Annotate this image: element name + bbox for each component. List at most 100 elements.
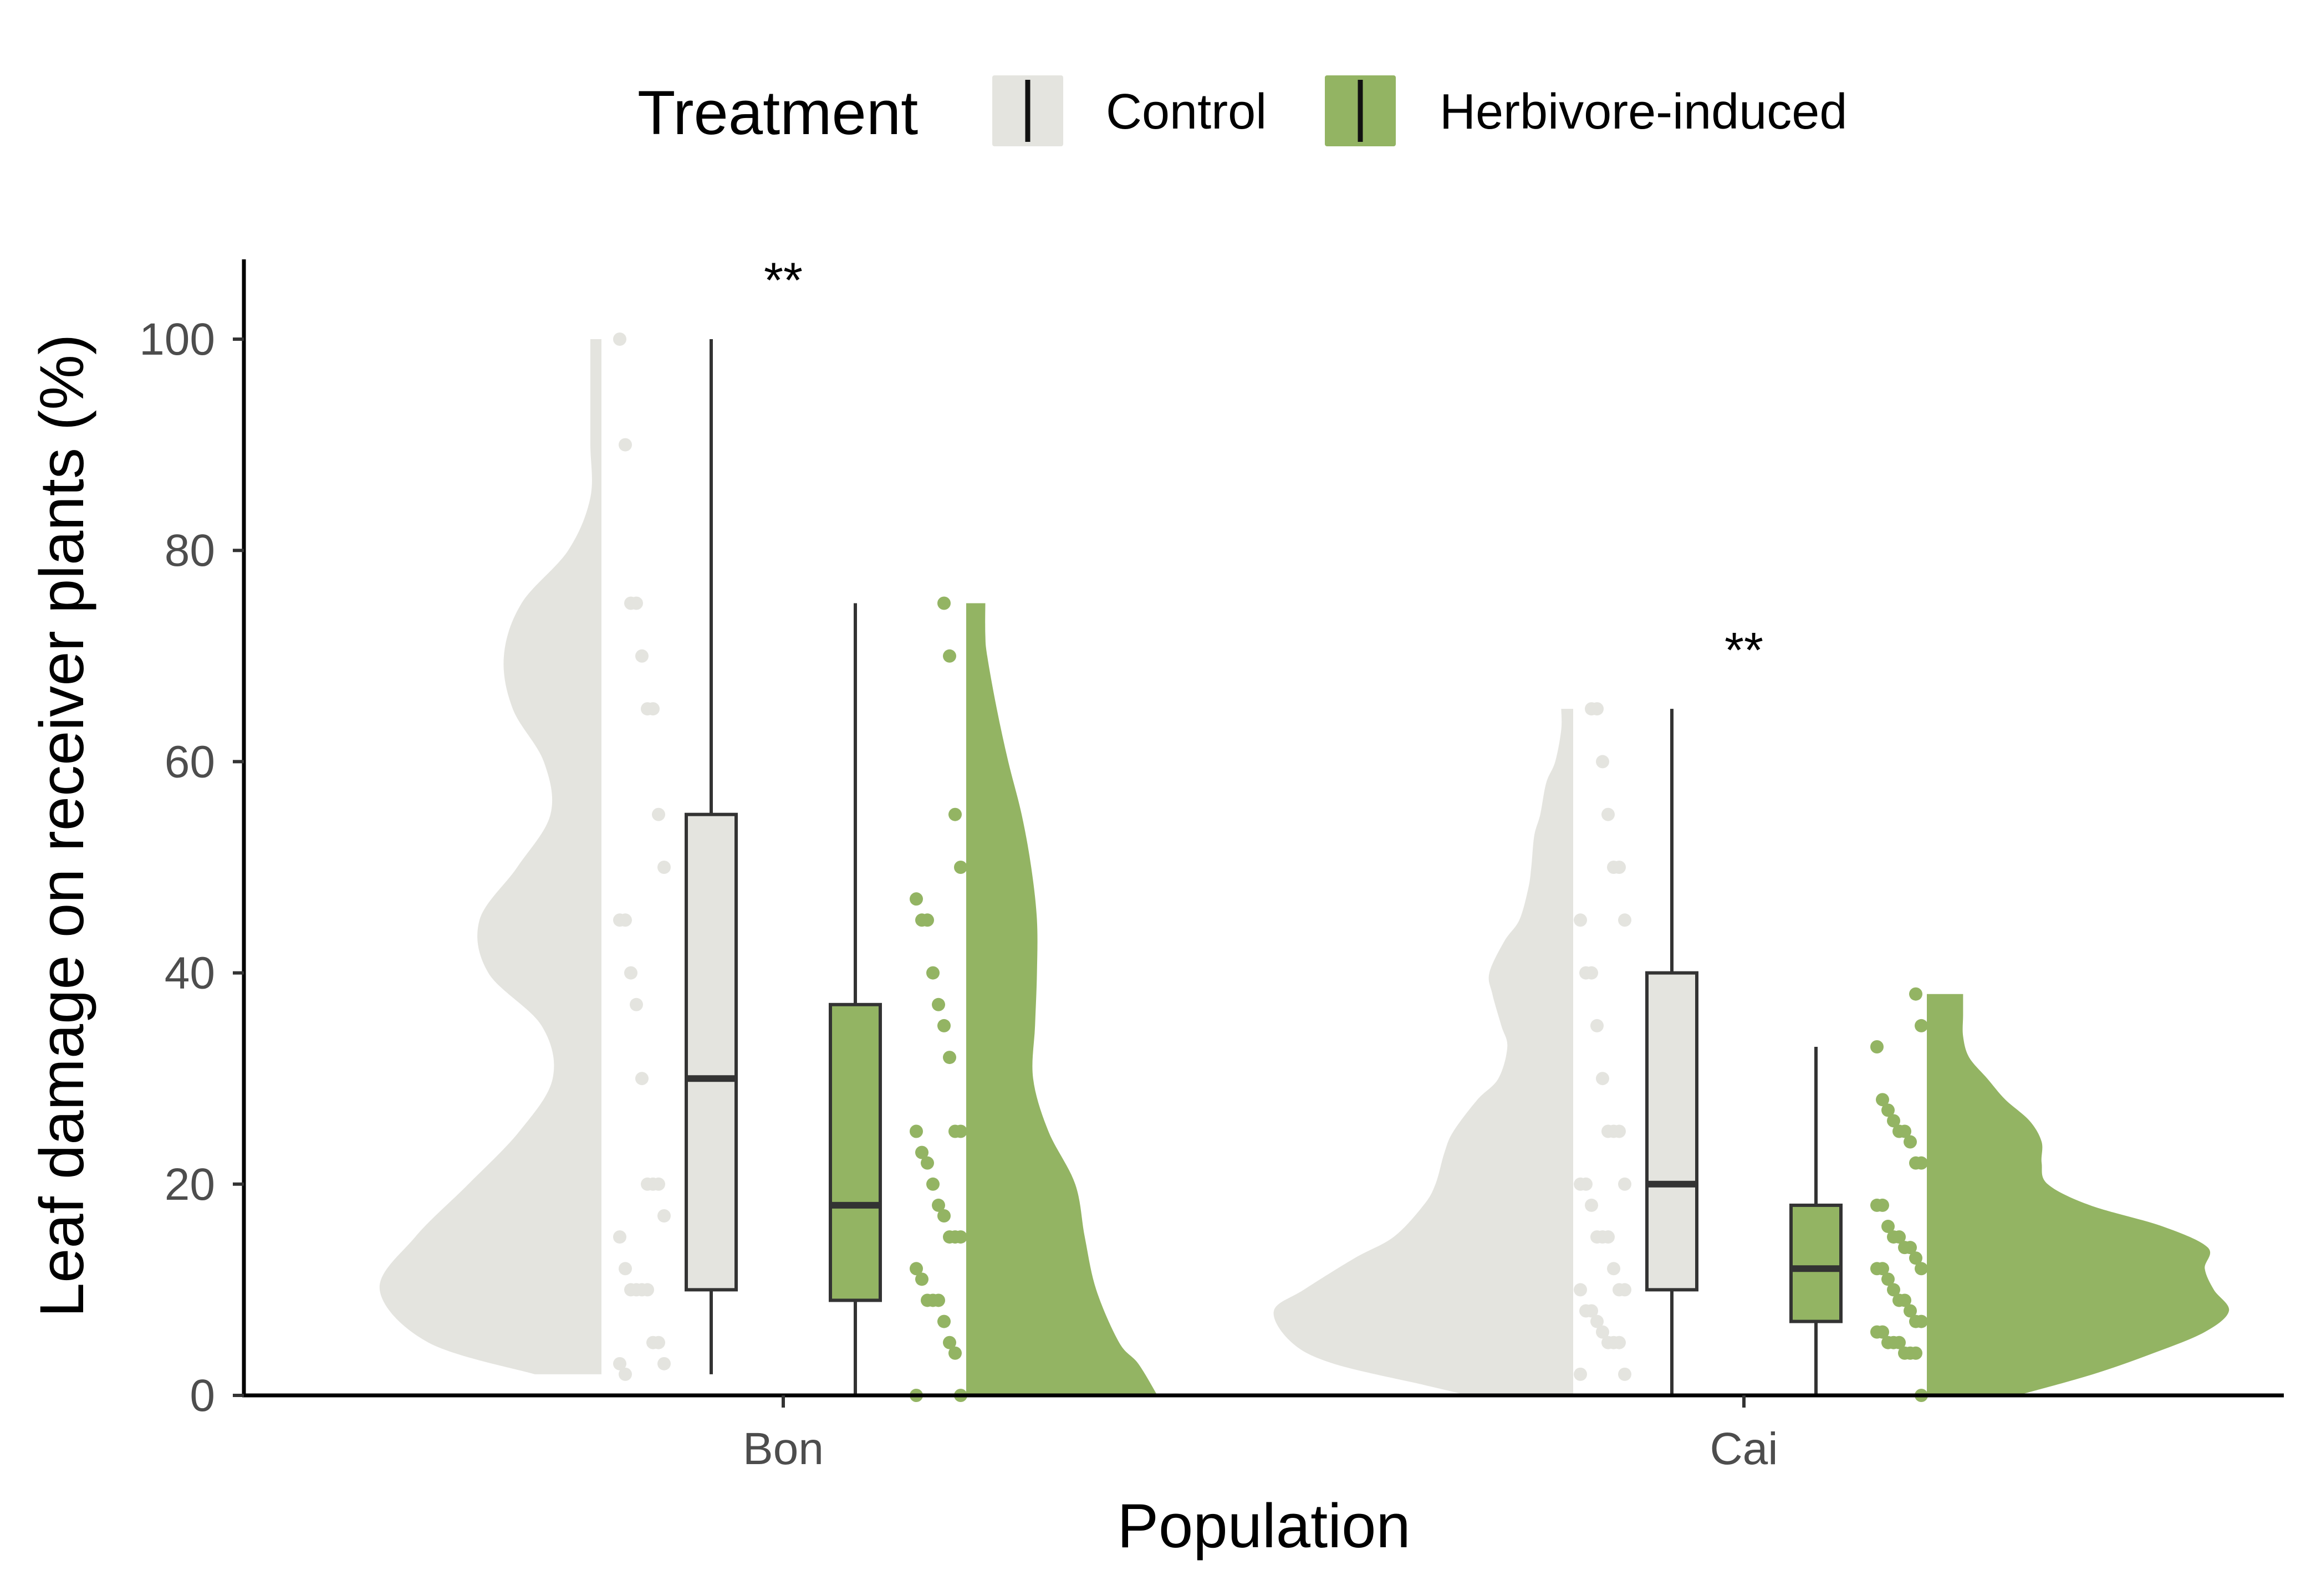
box-iqr bbox=[829, 1002, 882, 1302]
legend-key-control bbox=[992, 75, 1063, 146]
point-control-bon bbox=[630, 596, 643, 610]
point-herbivore-induced-cai bbox=[1898, 1124, 1911, 1138]
legend-title: Treatment bbox=[637, 78, 918, 147]
point-herbivore-induced-cai bbox=[1904, 1135, 1917, 1149]
point-herbivore-induced-bon bbox=[943, 1336, 956, 1349]
point-herbivore-induced-bon bbox=[910, 892, 923, 906]
point-herbivore-induced-bon bbox=[943, 649, 956, 663]
point-herbivore-induced-cai bbox=[1904, 1241, 1917, 1255]
point-control-bon bbox=[613, 332, 626, 346]
point-herbivore-induced-bon bbox=[926, 966, 940, 980]
y-tick-label-0: 0 bbox=[190, 1370, 215, 1421]
point-herbivore-induced-cai bbox=[1915, 1156, 1928, 1170]
box-herbivore-induced-cai bbox=[1789, 1047, 1843, 1395]
point-herbivore-induced-cai bbox=[1892, 1336, 1906, 1349]
point-herbivore-induced-cai bbox=[1909, 1346, 1922, 1360]
legend: Treatment Control Herbivore-induced bbox=[637, 75, 1847, 147]
point-control-bon bbox=[619, 1367, 632, 1381]
point-herbivore-induced-bon bbox=[910, 1262, 923, 1276]
point-control-bon bbox=[613, 1230, 626, 1244]
point-herbivore-induced-cai bbox=[1876, 1262, 1889, 1276]
point-control-cai bbox=[1596, 755, 1609, 769]
point-herbivore-induced-bon bbox=[948, 807, 962, 821]
point-herbivore-induced-bon bbox=[915, 1145, 928, 1159]
point-control-bon bbox=[635, 649, 649, 663]
point-herbivore-induced-bon bbox=[943, 1051, 956, 1065]
point-herbivore-induced-cai bbox=[1892, 1230, 1906, 1244]
point-herbivore-induced-bon bbox=[937, 596, 951, 610]
point-control-cai bbox=[1585, 1304, 1598, 1318]
point-control-cai bbox=[1601, 1230, 1615, 1244]
point-herbivore-induced-cai bbox=[1876, 1093, 1889, 1107]
point-control-cai bbox=[1613, 1336, 1626, 1349]
box-control-bon bbox=[685, 339, 738, 1374]
point-herbivore-induced-cai bbox=[1915, 1262, 1928, 1276]
box-herbivore-induced-bon bbox=[829, 603, 882, 1395]
point-control-cai bbox=[1613, 1124, 1626, 1138]
y-tick-label-40: 40 bbox=[165, 948, 215, 999]
point-control-bon bbox=[613, 1357, 626, 1370]
point-herbivore-induced-bon bbox=[948, 1346, 962, 1360]
point-herbivore-induced-bon bbox=[937, 1019, 951, 1032]
point-control-cai bbox=[1618, 1367, 1631, 1381]
point-herbivore-induced-cai bbox=[1876, 1198, 1889, 1212]
y-tick-label-80: 80 bbox=[165, 525, 215, 576]
point-herbivore-induced-bon bbox=[921, 1156, 934, 1170]
point-control-cai bbox=[1596, 1325, 1609, 1339]
significance-label-cai: ** bbox=[1725, 623, 1763, 678]
point-herbivore-induced-bon bbox=[932, 998, 945, 1011]
point-herbivore-induced-bon bbox=[926, 1177, 940, 1191]
point-herbivore-induced-cai bbox=[1870, 1040, 1884, 1054]
point-herbivore-induced-cai bbox=[1887, 1283, 1900, 1297]
point-herbivore-induced-bon bbox=[954, 1230, 967, 1244]
box-control-cai bbox=[1645, 709, 1698, 1395]
point-herbivore-induced-bon bbox=[915, 1272, 928, 1286]
point-herbivore-induced-bon bbox=[921, 913, 934, 927]
plot-area: ** ** bbox=[379, 253, 2230, 1402]
x-tick-label-bon: Bon bbox=[743, 1424, 824, 1474]
x-ticks: Bon Cai bbox=[743, 1395, 1778, 1474]
point-herbivore-induced-bon bbox=[932, 1198, 945, 1212]
point-control-bon bbox=[657, 1209, 671, 1222]
point-herbivore-induced-cai bbox=[1898, 1293, 1911, 1307]
point-control-bon bbox=[646, 702, 660, 716]
point-herbivore-induced-bon bbox=[910, 1124, 923, 1138]
point-control-bon bbox=[657, 1357, 671, 1370]
point-herbivore-induced-cai bbox=[1881, 1220, 1895, 1234]
violin-herbivore-induced-cai bbox=[1927, 994, 2230, 1395]
point-herbivore-induced-bon bbox=[932, 1293, 945, 1307]
y-axis-title: Leaf damage on receiver plants (%) bbox=[27, 334, 96, 1317]
x-tick-label-cai: Cai bbox=[1710, 1424, 1778, 1474]
point-herbivore-induced-cai bbox=[1881, 1103, 1895, 1117]
violin-control-bon bbox=[379, 339, 601, 1374]
point-herbivore-induced-cai bbox=[1915, 1314, 1928, 1328]
point-control-cai bbox=[1618, 1177, 1631, 1191]
y-tick-label-100: 100 bbox=[139, 314, 215, 365]
point-control-cai bbox=[1618, 1283, 1631, 1297]
point-control-cai bbox=[1590, 702, 1604, 716]
violin-herbivore-induced-bon bbox=[966, 603, 1157, 1395]
point-herbivore-induced-bon bbox=[937, 1314, 951, 1328]
point-control-bon bbox=[657, 861, 671, 874]
point-herbivore-induced-bon bbox=[954, 861, 967, 874]
point-herbivore-induced-cai bbox=[1909, 987, 1922, 1001]
point-control-bon bbox=[624, 966, 637, 980]
violin-control-cai bbox=[1273, 709, 1573, 1395]
y-tick-label-20: 20 bbox=[165, 1159, 215, 1210]
point-control-cai bbox=[1585, 966, 1598, 980]
point-control-bon bbox=[652, 807, 665, 821]
point-control-cai bbox=[1574, 1367, 1587, 1381]
point-control-bon bbox=[652, 1177, 665, 1191]
box-iqr bbox=[1789, 1203, 1843, 1323]
point-control-cai bbox=[1579, 1177, 1593, 1191]
legend-label-herbivore-induced: Herbivore-induced bbox=[1440, 84, 1847, 140]
point-herbivore-induced-bon bbox=[937, 1209, 951, 1222]
point-herbivore-induced-cai bbox=[1904, 1304, 1917, 1318]
point-control-cai bbox=[1574, 913, 1587, 927]
point-herbivore-induced-cai bbox=[1909, 1251, 1922, 1265]
y-ticks: 0 20 40 60 80 100 bbox=[139, 314, 244, 1421]
y-tick-label-60: 60 bbox=[165, 736, 215, 787]
axes bbox=[242, 259, 2284, 1398]
point-control-bon bbox=[619, 1262, 632, 1276]
